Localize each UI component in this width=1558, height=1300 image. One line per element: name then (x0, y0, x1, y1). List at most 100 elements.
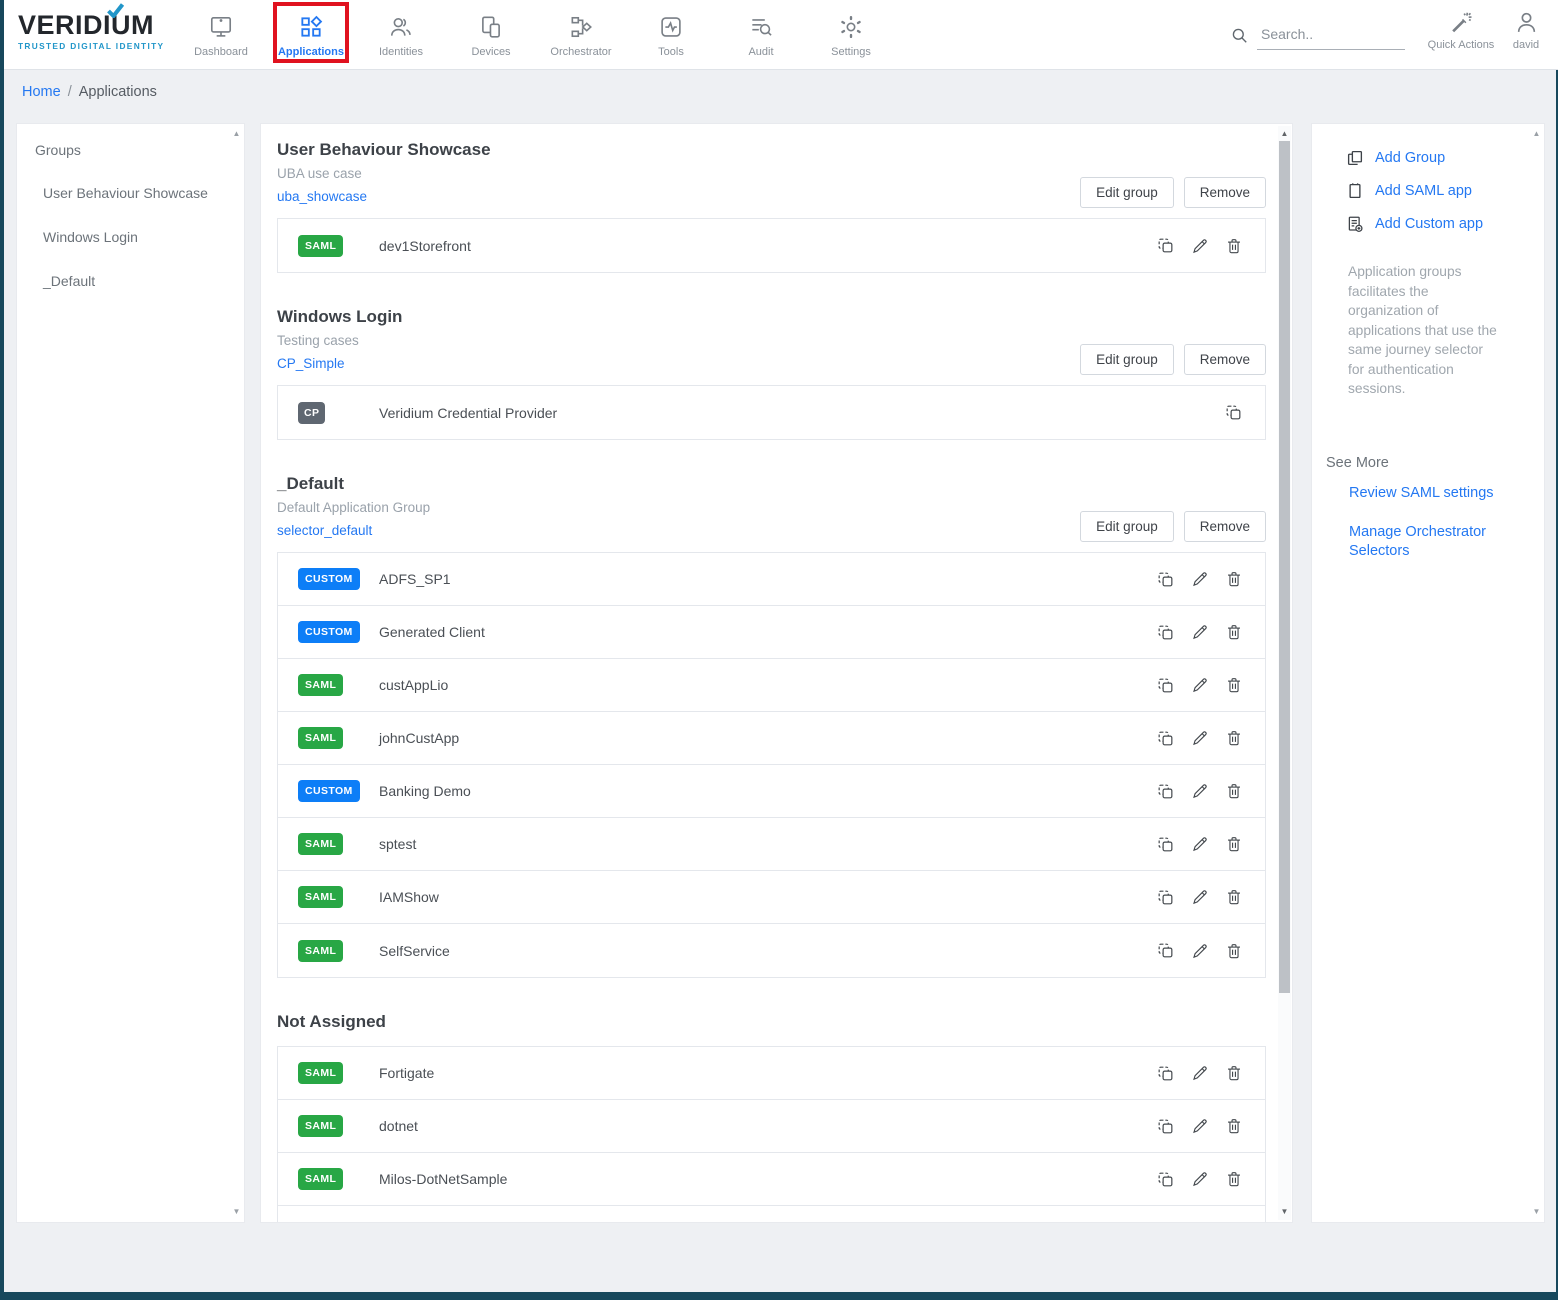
edit-icon[interactable] (1191, 835, 1209, 854)
breadcrumb-home-link[interactable]: Home (22, 84, 61, 100)
duplicate-icon[interactable] (1156, 1170, 1175, 1189)
nav-item-applications[interactable]: Applications (266, 0, 356, 70)
delete-icon[interactable] (1225, 1064, 1243, 1083)
scroll-up-arrow[interactable]: ▲ (232, 129, 241, 138)
nav-item-identities[interactable]: Identities (356, 0, 446, 70)
nav-item-audit[interactable]: Audit (716, 0, 806, 70)
quick-actions-button[interactable]: Quick Actions (1422, 10, 1500, 51)
app-type-badge: SAML (298, 674, 344, 696)
search-box (1230, 24, 1405, 50)
edit-icon[interactable] (1191, 570, 1209, 589)
delete-icon[interactable] (1225, 941, 1243, 960)
see-more-link[interactable]: Review SAML settings (1349, 485, 1494, 502)
group-selector-link[interactable]: selector_default (277, 523, 373, 538)
app-row: CUSTOM Generated Client (278, 606, 1265, 659)
see-more-links: Review SAML settings Manage Orchestrator … (1349, 484, 1509, 562)
edit-icon[interactable] (1191, 623, 1209, 642)
nav-item-settings[interactable]: Settings (806, 0, 896, 70)
nav-item-orchestrator[interactable]: Orchestrator (536, 0, 626, 70)
sidebar-scrollbar[interactable]: ▲ ▼ (230, 126, 243, 1220)
delete-icon[interactable] (1225, 1117, 1243, 1136)
remove-group-button[interactable]: Remove (1183, 511, 1266, 542)
duplicate-icon[interactable] (1224, 403, 1243, 422)
delete-icon[interactable] (1225, 236, 1243, 255)
scroll-down-arrow[interactable]: ▼ (232, 1207, 241, 1216)
remove-group-button[interactable]: Remove (1183, 344, 1266, 375)
duplicate-icon[interactable] (1156, 623, 1175, 642)
edit-icon[interactable] (1191, 1064, 1209, 1083)
nav-item-tools[interactable]: Tools (626, 0, 716, 70)
app-list: SAML dev1Storefront (277, 218, 1266, 273)
duplicate-icon[interactable] (1156, 835, 1175, 854)
app-row: CUSTOM ADFS_SP1 (278, 553, 1265, 606)
add-group-icon (1346, 149, 1364, 167)
duplicate-icon[interactable] (1156, 729, 1175, 748)
edit-icon[interactable] (1191, 236, 1209, 255)
sidebar-item[interactable]: User Behaviour Showcase (43, 185, 208, 201)
scroll-down-arrow[interactable]: ▼ (1532, 1207, 1541, 1216)
edit-group-button[interactable]: Edit group (1080, 177, 1174, 208)
app-row-actions (1156, 835, 1243, 854)
orchestrator-icon (568, 13, 594, 41)
wand-icon (1449, 10, 1474, 35)
delete-icon[interactable] (1225, 835, 1243, 854)
search-input[interactable] (1257, 24, 1405, 50)
delete-icon[interactable] (1225, 729, 1243, 748)
edit-group-button[interactable]: Edit group (1080, 511, 1174, 542)
group-header: User Behaviour Showcase UBA use case uba_s… (277, 140, 1266, 218)
delete-icon[interactable] (1225, 1170, 1243, 1189)
duplicate-icon[interactable] (1156, 676, 1175, 695)
add-custom-app-button[interactable]: Add Custom app (1346, 215, 1544, 233)
add-saml-app-button[interactable]: Add SAML app (1346, 182, 1544, 200)
delete-icon[interactable] (1225, 570, 1243, 589)
app-row: SAML johnCustApp (278, 712, 1265, 765)
duplicate-icon[interactable] (1156, 941, 1175, 960)
group-selector-link[interactable]: uba_showcase (277, 189, 368, 204)
nav-item-label: Devices (471, 46, 511, 58)
app-type-cell: SAML (298, 1115, 379, 1137)
app-type-cell: SAML (298, 833, 379, 855)
edit-icon[interactable] (1191, 888, 1209, 907)
edit-icon[interactable] (1191, 1170, 1209, 1189)
sidebar-item[interactable]: _Default (43, 273, 96, 289)
duplicate-icon[interactable] (1156, 782, 1175, 801)
delete-icon[interactable] (1225, 623, 1243, 642)
duplicate-icon[interactable] (1156, 570, 1175, 589)
delete-icon[interactable] (1225, 676, 1243, 695)
edit-group-button[interactable]: Edit group (1080, 344, 1174, 375)
breadcrumb: Home / Applications (4, 70, 1558, 114)
user-label: david (1512, 39, 1540, 51)
add-group-button[interactable]: Add Group (1346, 149, 1544, 167)
see-more-link[interactable]: Manage Orchestrator Selectors (1349, 523, 1487, 560)
edit-icon[interactable] (1191, 941, 1209, 960)
edit-icon[interactable] (1191, 676, 1209, 695)
main-scrollbar-thumb[interactable] (1279, 141, 1290, 993)
app-type-badge: SAML (298, 833, 344, 855)
app-type-cell: SAML (298, 674, 379, 696)
duplicate-icon[interactable] (1156, 888, 1175, 907)
edit-icon[interactable] (1191, 782, 1209, 801)
edit-icon[interactable] (1191, 1117, 1209, 1136)
sidebar-item[interactable]: Windows Login (43, 229, 138, 245)
scroll-up-arrow[interactable]: ▲ (1532, 129, 1541, 138)
delete-icon[interactable] (1225, 888, 1243, 907)
duplicate-icon[interactable] (1156, 236, 1175, 255)
brand-logo[interactable]: VERIDIUM TRUSTED DIGITAL IDENTITY (18, 3, 178, 51)
right-panel-scrollbar[interactable]: ▲ ▼ (1530, 126, 1543, 1220)
remove-group-button[interactable]: Remove (1183, 177, 1266, 208)
window-frame-left (0, 0, 4, 1300)
nav-item-devices[interactable]: Devices (446, 0, 536, 70)
group-selector-link[interactable]: CP_Simple (277, 356, 345, 371)
duplicate-icon[interactable] (1156, 1117, 1175, 1136)
scroll-up-arrow[interactable]: ▲ (1280, 129, 1289, 138)
group-description: Testing cases (277, 333, 359, 348)
nav-item-dashboard[interactable]: Dashboard (176, 0, 266, 70)
duplicate-icon[interactable] (1156, 1064, 1175, 1083)
right-panel-actions: Add Group Add SAML app Add Custom app (1346, 149, 1544, 233)
dashboard-icon (208, 13, 234, 41)
main-scrollbar[interactable]: ▲ ▼ (1278, 126, 1291, 1220)
delete-icon[interactable] (1225, 782, 1243, 801)
edit-icon[interactable] (1191, 729, 1209, 748)
scroll-down-arrow[interactable]: ▼ (1280, 1207, 1289, 1216)
user-menu[interactable]: david (1500, 10, 1552, 51)
